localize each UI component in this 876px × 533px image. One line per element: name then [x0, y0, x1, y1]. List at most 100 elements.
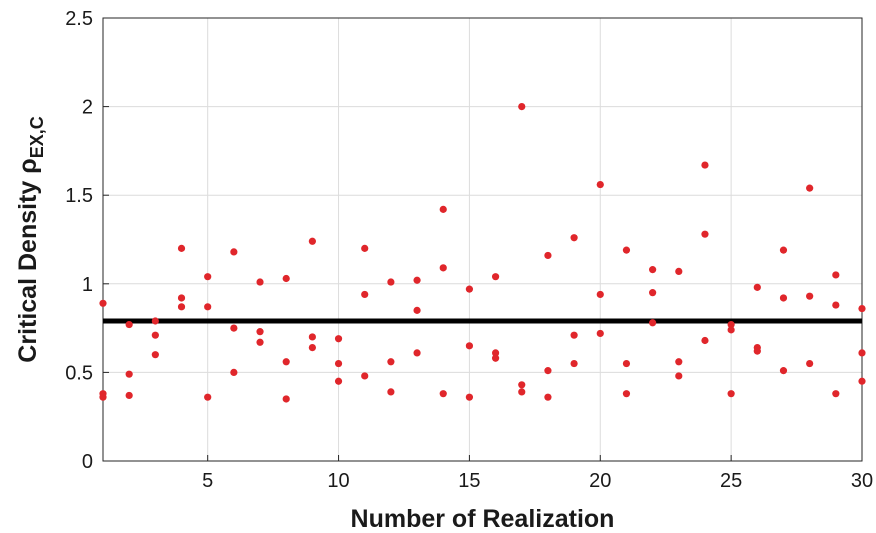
data-point [256, 328, 264, 336]
data-point [177, 294, 186, 302]
data-point [779, 294, 788, 302]
x-tick-label: 5 [202, 470, 213, 492]
data-point [596, 180, 604, 189]
data-point [649, 319, 657, 327]
data-point [570, 234, 578, 242]
data-point [387, 278, 395, 286]
x-tick-label: 25 [720, 470, 742, 492]
data-point [701, 230, 709, 238]
data-point [858, 377, 866, 385]
data-point [596, 290, 604, 299]
data-point [544, 393, 552, 401]
data-point [832, 390, 840, 398]
data-point [858, 305, 866, 313]
data-point [334, 335, 343, 343]
data-point [125, 320, 133, 329]
y-tick-label: 2.5 [65, 8, 93, 30]
data-point [806, 359, 814, 368]
data-point [544, 367, 552, 375]
data-point [622, 390, 631, 398]
data-point [230, 248, 238, 256]
data-point [439, 390, 447, 398]
data-point [806, 292, 814, 300]
data-point [151, 317, 159, 325]
data-point [361, 290, 369, 299]
x-axis-title: Number of Realization [351, 505, 615, 533]
data-point [779, 367, 788, 375]
x-tick-label: 20 [589, 470, 611, 492]
data-point [465, 342, 474, 350]
data-point [753, 347, 761, 355]
data-point [518, 103, 526, 111]
data-point [256, 278, 264, 286]
plot-frame [102, 17, 863, 462]
data-point [806, 184, 814, 192]
data-point [282, 358, 290, 366]
data-point [177, 244, 186, 252]
data-point [334, 377, 343, 385]
data-point [727, 390, 735, 398]
data-point [413, 306, 421, 314]
data-point [99, 299, 107, 307]
x-tick-label: 15 [458, 470, 480, 492]
data-point [675, 372, 683, 380]
data-point [622, 246, 631, 254]
data-point [832, 271, 840, 279]
x-tick-labels: 5 10 15 20 25 30 [202, 455, 873, 492]
data-point [727, 320, 735, 329]
data-point [151, 351, 159, 359]
data-point [675, 267, 683, 275]
data-point [518, 388, 526, 396]
data-point [832, 301, 840, 309]
data-point [701, 161, 709, 169]
data-point [230, 368, 238, 376]
data-point [413, 276, 421, 284]
data-point [308, 333, 316, 341]
data-point [465, 285, 474, 293]
data-point [622, 359, 631, 368]
data-point [439, 264, 447, 272]
y-tick-label: 0 [82, 451, 93, 473]
data-point [675, 358, 683, 366]
data-point [491, 349, 500, 357]
data-point [151, 331, 159, 339]
y-tick-label: 1 [82, 274, 93, 296]
data-point [204, 273, 212, 281]
data-point [858, 349, 866, 357]
data-point [518, 381, 526, 389]
data-point [177, 303, 186, 311]
data-point [99, 393, 107, 401]
data-point [753, 283, 761, 291]
y-axis-title-subscript: EX,C [27, 116, 47, 158]
y-tick-labels: 0 0.5 1 1.5 2 2.5 [65, 8, 109, 473]
data-point [649, 289, 657, 297]
data-point [125, 391, 133, 400]
data-point [413, 349, 421, 357]
y-tick-label: 1.5 [65, 185, 93, 207]
y-axis-title-symbol: ρ [14, 158, 42, 173]
data-point [649, 266, 657, 274]
y-tick-label: 2 [82, 97, 93, 119]
data-point [491, 354, 500, 362]
data-point [491, 273, 500, 281]
data-point [256, 338, 264, 346]
data-points [99, 103, 866, 403]
data-point [125, 370, 133, 378]
data-point [308, 343, 316, 352]
data-point [439, 205, 447, 213]
data-point [727, 326, 735, 334]
data-point [387, 358, 395, 366]
data-point [701, 336, 709, 345]
y-axis-title-main: Critical Density [14, 174, 42, 363]
data-point [282, 395, 290, 403]
data-point [204, 393, 212, 401]
data-point [596, 329, 604, 338]
x-tick-label: 10 [327, 470, 349, 492]
data-point [282, 274, 290, 283]
data-point [361, 372, 369, 380]
data-point [361, 244, 369, 252]
data-point [570, 331, 578, 339]
data-point [779, 246, 788, 254]
